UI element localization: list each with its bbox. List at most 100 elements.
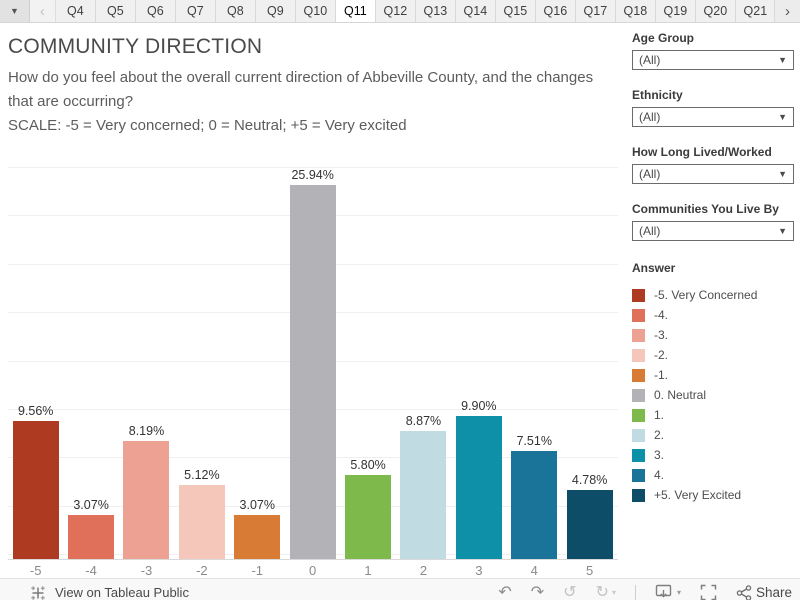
bar-group--2: 5.12%	[174, 468, 229, 559]
caret-down-icon: ▼	[778, 226, 787, 236]
legend-item[interactable]: -5. Very Concerned	[632, 285, 794, 305]
sheet-tab-q10[interactable]: Q10	[295, 0, 336, 22]
chart-panel: COMMUNITY DIRECTION How do you feel abou…	[0, 23, 622, 578]
revert-button[interactable]: ↺	[563, 584, 576, 600]
legend-label: 3.	[654, 448, 665, 462]
undo-button[interactable]: ↶	[498, 584, 511, 600]
fullscreen-icon	[700, 584, 717, 600]
bar-value-label: 8.87%	[405, 414, 442, 428]
scroll-tabs-left-button[interactable]: ‹	[29, 0, 56, 22]
filters: Age Group (All) ▼ Ethnicity (All) ▼ How Long L…	[632, 31, 794, 241]
sheet-tab-q12[interactable]: Q12	[375, 0, 416, 22]
bar-3[interactable]	[455, 416, 502, 559]
sheet-tab-q8[interactable]: Q8	[215, 0, 256, 22]
sheet-tab-q15[interactable]: Q15	[495, 0, 536, 22]
sheet-tab-q18[interactable]: Q18	[615, 0, 656, 22]
page-title: COMMUNITY DIRECTION	[8, 35, 263, 58]
bar-2[interactable]	[400, 431, 447, 559]
redo-button[interactable]: ↷	[531, 584, 544, 600]
sheet-tab-q7[interactable]: Q7	[175, 0, 216, 22]
bar-1[interactable]	[345, 475, 392, 559]
refresh-button[interactable]: ↻ ▾	[595, 583, 616, 600]
bar--3[interactable]	[123, 441, 170, 559]
legend-item[interactable]: +5. Very Excited	[632, 485, 794, 505]
filter-dropdown-how-long-lived-worked[interactable]: (All) ▼	[632, 164, 794, 184]
legend-label: 0. Neutral	[654, 388, 707, 402]
bar-5[interactable]	[566, 490, 613, 559]
legend-item[interactable]: -4.	[632, 305, 794, 325]
refresh-icon: ↻	[595, 583, 609, 600]
legend-item[interactable]: 3.	[632, 445, 794, 465]
legend-item[interactable]: -3.	[632, 325, 794, 345]
bar-value-label: 25.94%	[291, 168, 334, 182]
bar--2[interactable]	[178, 485, 225, 559]
sheet-tab-q13[interactable]: Q13	[415, 0, 456, 22]
scale-note: SCALE: -5 = Very concerned; 0 = Neutral;…	[8, 117, 407, 134]
legend-swatch	[632, 368, 645, 382]
bar-4[interactable]	[511, 451, 558, 559]
share-button[interactable]: Share	[736, 584, 792, 600]
sheet-tab-q4[interactable]: Q4	[55, 0, 96, 22]
legend-label: 4.	[654, 468, 665, 482]
legend-swatch	[632, 388, 645, 402]
question-text: How do you feel about the overall curren…	[8, 69, 594, 110]
dashboard-content: COMMUNITY DIRECTION How do you feel abou…	[0, 23, 800, 578]
filter-dropdown-ethnicity[interactable]: (All) ▼	[632, 107, 794, 127]
scroll-tabs-right-button[interactable]: ›	[774, 0, 800, 22]
legend-item[interactable]: 0. Neutral	[632, 385, 794, 405]
sheet-tab-q5[interactable]: Q5	[95, 0, 136, 22]
x-tick--3: -3	[140, 563, 153, 578]
filter-label-how-long-lived-worked: How Long Lived/Worked	[632, 145, 772, 159]
caret-down-icon: ▼	[778, 169, 787, 179]
bar--4[interactable]	[68, 515, 115, 559]
bar-group-2: 8.87%	[396, 414, 451, 559]
legend-swatch	[632, 288, 645, 302]
bar-value-label: 7.51%	[516, 434, 552, 448]
gridline	[8, 167, 618, 168]
toolbar-actions: ↶ ↷ ↺ ↻ ▾ ▾	[498, 584, 792, 600]
legend-item[interactable]: -2.	[632, 345, 794, 365]
bar-value-label: 9.90%	[461, 399, 497, 413]
sheet-tab-q14[interactable]: Q14	[455, 0, 496, 22]
sheet-tab-q20[interactable]: Q20	[695, 0, 736, 22]
bar-value-label: 5.12%	[184, 468, 220, 482]
sheet-tab-q17[interactable]: Q17	[575, 0, 616, 22]
share-label: Share	[755, 585, 792, 600]
download-button[interactable]: ▾	[655, 584, 681, 600]
tab-list-dropdown-button[interactable]: ▼	[0, 0, 30, 22]
sheet-tab-q11[interactable]: Q11	[335, 0, 376, 22]
sheet-tab-q16[interactable]: Q16	[535, 0, 576, 22]
legend-label: -1.	[654, 368, 669, 382]
x-tick-4: 4	[530, 563, 538, 578]
legend-label: -4.	[654, 308, 669, 322]
x-tick-2: 2	[419, 563, 428, 578]
caret-down-icon: ▼	[10, 6, 19, 16]
bar-value-label: 3.07%	[239, 498, 275, 512]
filter-value: (All)	[639, 53, 661, 67]
legend-label: -3.	[654, 328, 669, 342]
bar--5[interactable]	[12, 421, 59, 559]
sheet-tab-q6[interactable]: Q6	[135, 0, 176, 22]
view-on-tableau-public-link[interactable]: View on Tableau Public	[30, 585, 189, 600]
caret-down-icon: ▾	[611, 588, 616, 597]
fullscreen-button[interactable]	[700, 584, 717, 600]
x-tick-0: 0	[309, 563, 317, 578]
legend-item[interactable]: 2.	[632, 425, 794, 445]
bar-0[interactable]	[289, 185, 336, 559]
filter-dropdown-communities-you-live-by[interactable]: (All) ▼	[632, 221, 794, 241]
sheet-tab-q9[interactable]: Q9	[255, 0, 296, 22]
x-tick--2: -2	[196, 563, 208, 578]
x-tick-5: 5	[585, 563, 594, 578]
legend-title: Answer	[632, 261, 676, 275]
bar-group--4: 3.07%	[63, 498, 118, 559]
sheet-tab-q21[interactable]: Q21	[735, 0, 775, 22]
legend-label: 2.	[654, 428, 665, 442]
sheet-tab-q19[interactable]: Q19	[655, 0, 696, 22]
bar--1[interactable]	[234, 515, 281, 559]
legend-item[interactable]: 1.	[632, 405, 794, 425]
filter-value: (All)	[639, 224, 661, 238]
legend-item[interactable]: -1.	[632, 365, 794, 385]
legend-item[interactable]: 4.	[632, 465, 794, 485]
x-tick--4: -4	[85, 563, 97, 578]
filter-dropdown-age-group[interactable]: (All) ▼	[632, 50, 794, 70]
